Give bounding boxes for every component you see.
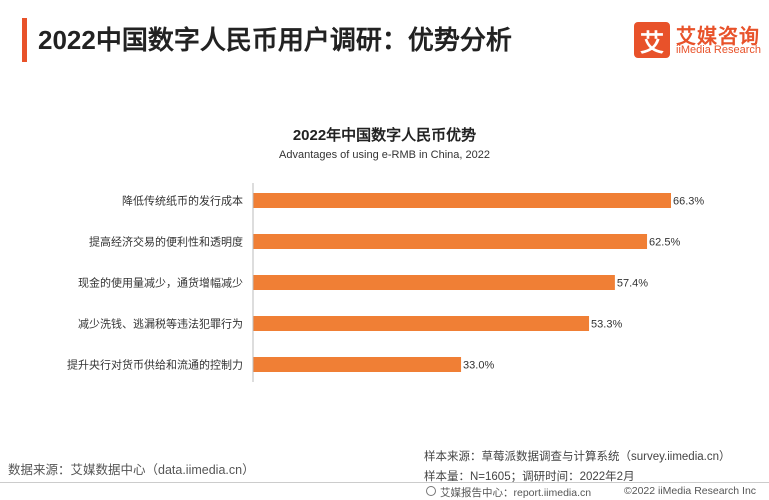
category-label: 现金的使用量减少，通货增幅减少 bbox=[78, 276, 243, 290]
data-source-note: 数据来源：艾媒数据中心（data.iimedia.cn） bbox=[8, 463, 255, 477]
bar bbox=[253, 234, 648, 249]
value-label: 53.3% bbox=[591, 319, 622, 331]
footer-divider bbox=[0, 482, 769, 483]
title-accent-bar bbox=[22, 18, 27, 62]
value-label: 62.5% bbox=[649, 237, 680, 249]
category-label: 提升央行对货币供给和流通的控制力 bbox=[67, 358, 243, 372]
copyright-text: ©2022 iiMedia Research Inc bbox=[624, 485, 757, 497]
logo-badge-icon: 艾 bbox=[634, 22, 670, 58]
bottom-bar: 艾媒报告中心：report.iimedia.cn ©2022 iiMedia R… bbox=[0, 483, 769, 500]
report-site-text: 艾媒报告中心：report.iimedia.cn bbox=[440, 487, 592, 499]
bar bbox=[253, 357, 462, 372]
bar bbox=[253, 193, 671, 208]
sample-size-note: 样本量：N=1605；调研时间：2022年2月 bbox=[424, 471, 635, 483]
globe-icon bbox=[426, 486, 436, 496]
bar bbox=[253, 316, 590, 331]
logo-chinese-text: 艾媒咨询 bbox=[676, 26, 760, 48]
chart-title: 2022年中国数字人民币优势 bbox=[292, 127, 477, 144]
category-label: 提高经济交易的便利性和透明度 bbox=[89, 235, 243, 249]
value-label: 33.0% bbox=[463, 360, 494, 372]
category-label: 减少洗钱、逃漏税等违法犯罪行为 bbox=[78, 317, 243, 331]
page-title: 2022中国数字人民币用户调研：优势分析 bbox=[38, 25, 512, 55]
logo-english-text: iiMedia Research bbox=[676, 44, 761, 56]
bar bbox=[253, 275, 615, 290]
chart-subtitle: Advantages of using e-RMB in China, 2022 bbox=[279, 149, 490, 161]
sample-source-note: 样本来源：草莓派数据调查与计算系统（survey.iimedia.cn） bbox=[424, 451, 731, 463]
value-label: 66.3% bbox=[673, 196, 704, 208]
brand-logo: 艾 艾媒咨询 iiMedia Research bbox=[634, 22, 764, 62]
value-label: 57.4% bbox=[617, 278, 648, 290]
category-label: 降低传统纸币的发行成本 bbox=[122, 194, 243, 208]
